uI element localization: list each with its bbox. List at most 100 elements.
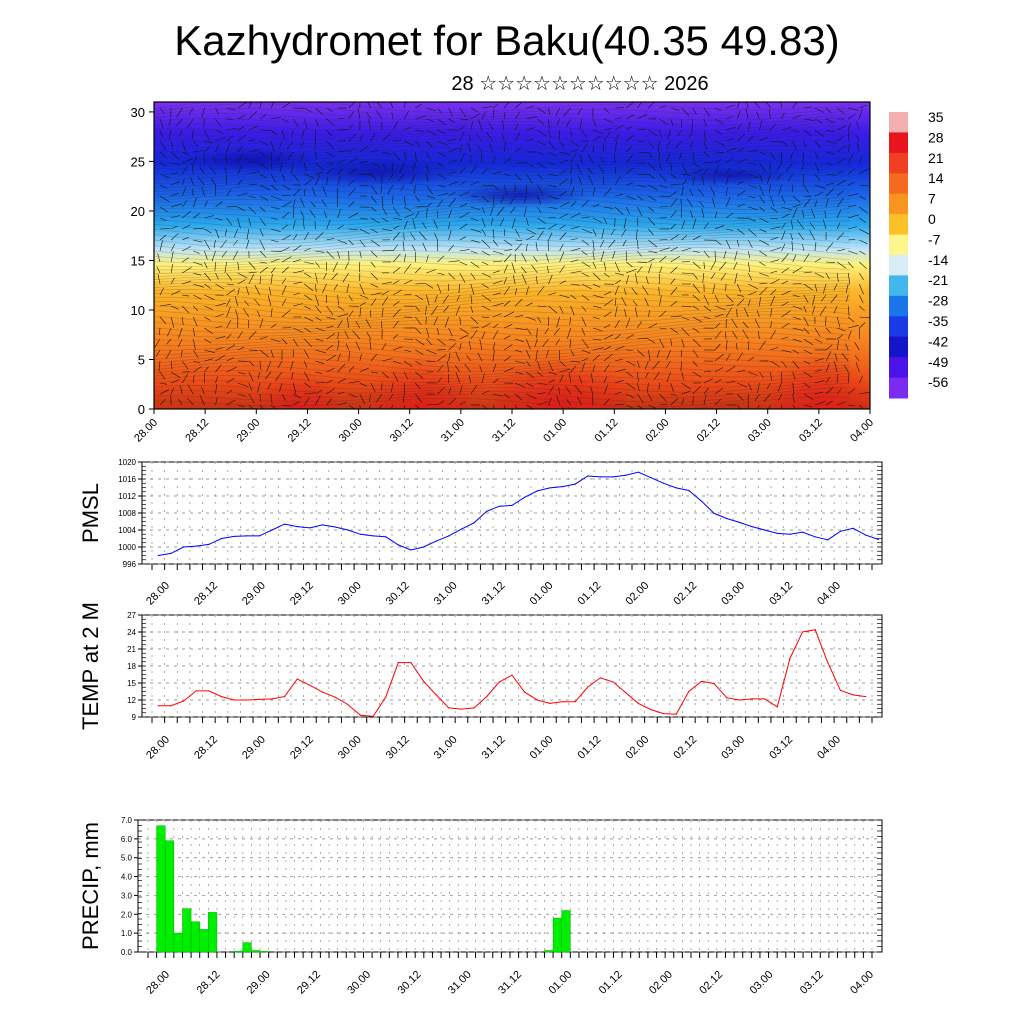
wind-barb	[792, 294, 800, 297]
wind-barb	[470, 329, 478, 340]
wind-barb	[548, 195, 560, 200]
wind-barb	[681, 186, 684, 197]
wind-barb	[437, 338, 446, 346]
wind-barb	[526, 327, 532, 335]
wind-barb	[181, 140, 186, 151]
colorbar-label: 7	[928, 191, 936, 207]
wind-barb	[670, 301, 678, 307]
wind-barb	[270, 267, 276, 274]
wind-barb	[270, 140, 275, 152]
wind-barb	[503, 253, 512, 263]
wind-barb	[181, 166, 188, 175]
wind-barb	[270, 258, 280, 263]
x-tick-label: 28.00	[132, 417, 160, 445]
wind-barb	[470, 305, 474, 313]
wind-barb	[414, 184, 416, 195]
wind-barb	[159, 118, 164, 129]
data-point	[549, 702, 551, 705]
wind-barb	[778, 393, 782, 401]
wind-barb	[545, 349, 549, 358]
wind-barb	[399, 162, 405, 174]
wind-barb	[759, 287, 768, 296]
wind-barb	[389, 173, 394, 181]
isotherm-line	[154, 168, 851, 185]
wind-barb	[204, 261, 208, 269]
wind-barb	[426, 107, 437, 112]
wind-barb	[770, 123, 776, 131]
wind-barb	[270, 116, 281, 120]
wind-barb	[270, 239, 279, 243]
isotherm-line	[154, 318, 851, 332]
wind-barb	[234, 228, 238, 238]
wind-barb	[581, 188, 583, 197]
wind-barb	[859, 375, 863, 384]
wind-barb	[259, 349, 269, 358]
data-point	[726, 517, 728, 520]
wind-barb	[315, 316, 322, 321]
data-point	[511, 674, 513, 676]
wind-barb	[481, 239, 491, 248]
wind-barb	[304, 231, 309, 241]
wind-barb	[603, 217, 608, 225]
data-point	[827, 539, 829, 541]
wind-barb	[437, 327, 439, 335]
isotherm-line	[154, 374, 851, 388]
data-point	[764, 698, 766, 700]
wind-barb	[213, 156, 216, 164]
wind-barb	[281, 118, 289, 123]
wind-barb	[714, 164, 719, 175]
wind-barb	[570, 248, 581, 252]
wind-barb	[626, 268, 637, 274]
wind-barb	[204, 358, 214, 362]
wind-barb	[481, 331, 486, 340]
wind-barb	[848, 182, 855, 186]
wind-barb	[204, 327, 213, 334]
wind-barb	[610, 228, 616, 235]
wind-barb	[581, 143, 588, 153]
wind-barb	[770, 259, 780, 263]
wind-barb	[259, 318, 264, 329]
cold-core	[660, 165, 800, 185]
wind-barb	[501, 120, 505, 131]
data-point	[334, 696, 336, 698]
wind-barb	[259, 114, 267, 120]
wind-barb	[579, 118, 583, 130]
wind-barb	[555, 338, 560, 346]
wind-barb	[748, 382, 752, 391]
wind-barb	[404, 293, 412, 296]
wind-barb	[534, 338, 538, 347]
wind-barb	[537, 392, 546, 395]
wind-barb	[159, 140, 167, 151]
wind-barb	[792, 254, 797, 263]
wind-barb	[737, 180, 744, 186]
wind-barb	[726, 104, 735, 109]
wind-barb	[814, 283, 818, 292]
wind-barb	[748, 291, 757, 296]
wind-barb	[578, 176, 583, 186]
wind-barb	[171, 215, 180, 219]
wind-barb	[725, 167, 731, 175]
isotherm-line	[154, 396, 851, 409]
wind-barb	[759, 206, 766, 212]
wind-barb	[237, 153, 243, 164]
wind-barb	[337, 320, 343, 329]
wind-barb	[537, 173, 544, 180]
wind-barb	[681, 179, 688, 186]
wind-barb	[459, 385, 463, 395]
wind-barb	[422, 242, 427, 252]
wind-barb	[170, 264, 173, 274]
data-point	[574, 483, 576, 485]
wind-barb	[215, 201, 223, 208]
wind-barb	[859, 322, 866, 329]
wind-barb	[637, 184, 647, 188]
wind-barb	[337, 239, 348, 244]
wind-barb	[281, 266, 289, 274]
wind-barb	[176, 107, 183, 118]
wind-barb	[281, 285, 287, 296]
wind-barb	[204, 200, 208, 208]
isotherm-line	[154, 202, 851, 218]
wind-barb	[267, 382, 272, 390]
wind-barb	[770, 288, 777, 296]
wind-barb	[226, 283, 234, 285]
colorbar-label: -56	[928, 374, 948, 390]
